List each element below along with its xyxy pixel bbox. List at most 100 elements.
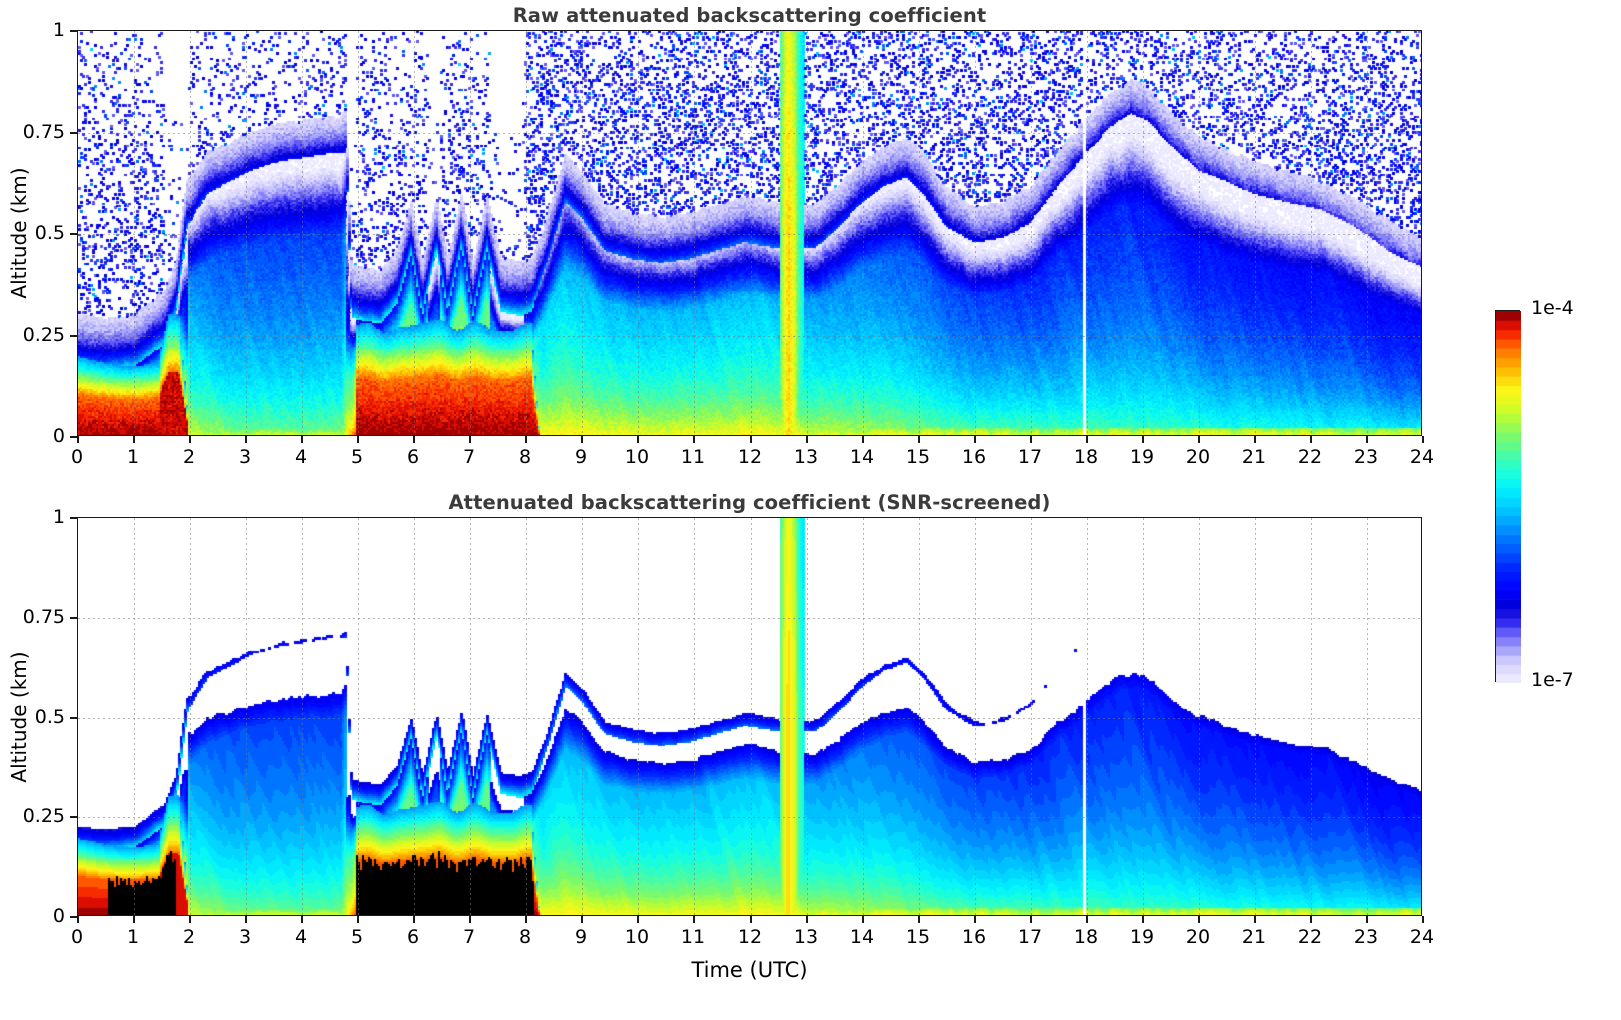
x-tick xyxy=(189,436,191,443)
x-tick xyxy=(750,436,752,443)
x-tick-label: 0 xyxy=(70,926,84,948)
x-tick-label: 5 xyxy=(350,926,364,948)
x-tick xyxy=(189,916,191,923)
x-axis-title-time: Time (UTC) xyxy=(691,958,808,982)
heatmap-raw-canvas xyxy=(78,31,1421,435)
x-tick-label: 15 xyxy=(905,446,931,468)
x-tick xyxy=(1254,916,1256,923)
colorbar-min-label: 1e-7 xyxy=(1531,669,1574,691)
x-tick xyxy=(862,436,864,443)
x-tick-label: 2 xyxy=(182,926,196,948)
x-tick-label: 6 xyxy=(406,446,420,468)
x-tick-label: 20 xyxy=(1185,926,1211,948)
x-tick-label: 22 xyxy=(1297,926,1323,948)
x-tick-label: 15 xyxy=(905,926,931,948)
x-tick xyxy=(637,436,639,443)
x-tick-label: 18 xyxy=(1073,926,1099,948)
x-tick-label: 0 xyxy=(70,446,84,468)
y-tick-label: 0.75 xyxy=(22,606,65,628)
x-tick-label: 24 xyxy=(1409,926,1435,948)
x-tick xyxy=(974,916,976,923)
x-tick-label: 2 xyxy=(182,446,196,468)
x-tick xyxy=(1142,436,1144,443)
x-tick-label: 23 xyxy=(1353,446,1379,468)
x-tick xyxy=(1366,916,1368,923)
x-tick-label: 21 xyxy=(1241,446,1267,468)
x-tick xyxy=(637,916,639,923)
x-tick-label: 23 xyxy=(1353,926,1379,948)
x-tick-label: 1 xyxy=(126,446,140,468)
x-tick-label: 4 xyxy=(294,926,308,948)
x-tick-label: 8 xyxy=(518,926,532,948)
x-tick-label: 21 xyxy=(1241,926,1267,948)
x-tick xyxy=(862,916,864,923)
x-tick xyxy=(357,916,359,923)
x-tick xyxy=(469,436,471,443)
x-tick xyxy=(245,436,247,443)
x-tick-label: 12 xyxy=(737,926,763,948)
x-tick-label: 14 xyxy=(849,926,875,948)
x-tick xyxy=(1254,436,1256,443)
y-tick-label: 0 xyxy=(52,425,65,447)
x-tick xyxy=(1030,436,1032,443)
x-tick-label: 13 xyxy=(793,446,819,468)
y-tick-label: 0.5 xyxy=(34,222,65,244)
y-tick xyxy=(70,617,77,619)
x-tick xyxy=(1422,916,1424,923)
x-tick-label: 17 xyxy=(1017,446,1043,468)
x-tick-label: 3 xyxy=(238,926,252,948)
panel-title-screened: Attenuated backscattering coefficient (S… xyxy=(448,491,1051,514)
x-tick-label: 5 xyxy=(350,446,364,468)
x-tick xyxy=(974,436,976,443)
y-tick xyxy=(70,816,77,818)
plot-raw-backscatter xyxy=(77,30,1422,436)
x-tick xyxy=(581,436,583,443)
x-tick-label: 19 xyxy=(1129,446,1155,468)
x-tick xyxy=(1198,916,1200,923)
x-tick-label: 9 xyxy=(574,446,588,468)
x-tick xyxy=(469,916,471,923)
x-tick xyxy=(245,916,247,923)
heatmap-screened-canvas xyxy=(78,518,1421,915)
x-tick-label: 17 xyxy=(1017,926,1043,948)
y-tick-label: 1 xyxy=(52,19,65,41)
y-tick xyxy=(70,717,77,719)
x-tick xyxy=(693,436,695,443)
colorbar-max-label: 1e-4 xyxy=(1531,297,1574,319)
y-tick-label: 0.25 xyxy=(22,805,65,827)
x-tick-label: 16 xyxy=(961,446,987,468)
x-tick-label: 3 xyxy=(238,446,252,468)
x-tick xyxy=(918,436,920,443)
x-tick xyxy=(133,916,135,923)
x-tick xyxy=(918,916,920,923)
x-tick-label: 18 xyxy=(1073,446,1099,468)
x-tick-label: 9 xyxy=(574,926,588,948)
y-tick xyxy=(70,916,77,918)
y-tick xyxy=(70,30,77,32)
x-tick-label: 7 xyxy=(462,446,476,468)
y-tick-label: 0 xyxy=(52,905,65,927)
y-tick-label: 1 xyxy=(52,506,65,528)
plot-snr-screened-backscatter xyxy=(77,517,1422,916)
y-tick xyxy=(70,436,77,438)
x-tick-label: 16 xyxy=(961,926,987,948)
x-tick xyxy=(581,916,583,923)
x-tick xyxy=(750,916,752,923)
x-tick xyxy=(413,916,415,923)
x-tick-label: 10 xyxy=(624,926,650,948)
x-tick xyxy=(357,436,359,443)
x-tick xyxy=(1086,916,1088,923)
x-tick-label: 10 xyxy=(624,446,650,468)
x-tick-label: 13 xyxy=(793,926,819,948)
y-tick-label: 0.75 xyxy=(22,121,65,143)
x-tick-label: 24 xyxy=(1409,446,1435,468)
x-tick-label: 14 xyxy=(849,446,875,468)
y-tick xyxy=(70,335,77,337)
y-tick-label: 0.5 xyxy=(34,706,65,728)
y-tick-label: 0.25 xyxy=(22,324,65,346)
x-tick-label: 8 xyxy=(518,446,532,468)
y-tick xyxy=(70,517,77,519)
x-tick xyxy=(1198,436,1200,443)
